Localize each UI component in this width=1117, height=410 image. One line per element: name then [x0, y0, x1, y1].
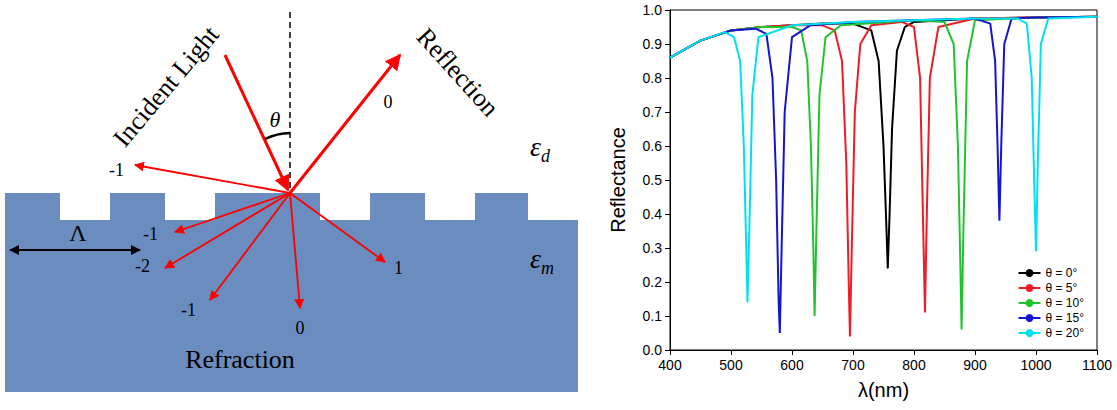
- svg-text:1.0: 1.0: [643, 2, 663, 18]
- svg-text:Λ: Λ: [69, 220, 87, 246]
- svg-text:500: 500: [719, 357, 743, 373]
- svg-text:0: 0: [384, 92, 393, 112]
- svg-text:1100: 1100: [1082, 357, 1112, 373]
- svg-text:400: 400: [658, 357, 682, 373]
- svg-text:0.0: 0.0: [643, 342, 663, 358]
- svg-text:900: 900: [963, 357, 987, 373]
- svg-text:0.9: 0.9: [643, 36, 663, 52]
- svg-text:-2: -2: [135, 256, 150, 276]
- svg-text:εd: εd: [530, 131, 551, 166]
- svg-text:0.4: 0.4: [643, 206, 663, 222]
- svg-text:θ = 20°: θ = 20°: [1046, 326, 1085, 340]
- svg-text:0.1: 0.1: [643, 308, 663, 324]
- svg-text:θ = 15°: θ = 15°: [1046, 311, 1085, 325]
- svg-text:800: 800: [902, 357, 926, 373]
- svg-text:0.8: 0.8: [643, 70, 663, 86]
- svg-text:εm: εm: [530, 243, 554, 278]
- svg-text:1000: 1000: [1020, 357, 1051, 373]
- svg-text:0.6: 0.6: [643, 138, 663, 154]
- svg-text:0.7: 0.7: [643, 104, 663, 120]
- svg-text:1: 1: [394, 258, 403, 278]
- svg-text:0.5: 0.5: [643, 172, 663, 188]
- svg-text:-1: -1: [181, 300, 196, 320]
- svg-text:0.2: 0.2: [643, 274, 663, 290]
- svg-text:0: 0: [296, 318, 305, 338]
- svg-text:700: 700: [841, 357, 865, 373]
- svg-text:Refraction: Refraction: [185, 345, 295, 374]
- svg-text:600: 600: [780, 357, 804, 373]
- svg-text:-1: -1: [143, 224, 158, 244]
- svg-text:Incident Light: Incident Light: [107, 20, 225, 153]
- svg-text:θ: θ: [270, 107, 281, 132]
- svg-text:θ = 0°: θ = 0°: [1046, 266, 1078, 280]
- svg-text:0.3: 0.3: [643, 240, 663, 256]
- svg-text:θ = 10°: θ = 10°: [1046, 296, 1085, 310]
- svg-text:-1: -1: [109, 160, 124, 180]
- svg-text:Reflectance: Reflectance: [607, 127, 629, 233]
- svg-text:λ(nm): λ(nm): [858, 379, 909, 401]
- svg-text:Reflection: Reflection: [411, 22, 505, 122]
- svg-text:θ = 5°: θ = 5°: [1046, 281, 1078, 295]
